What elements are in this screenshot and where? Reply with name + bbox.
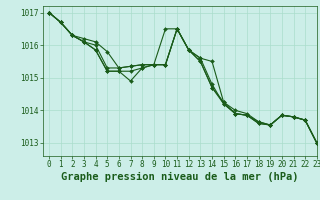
X-axis label: Graphe pression niveau de la mer (hPa): Graphe pression niveau de la mer (hPa): [61, 172, 299, 182]
